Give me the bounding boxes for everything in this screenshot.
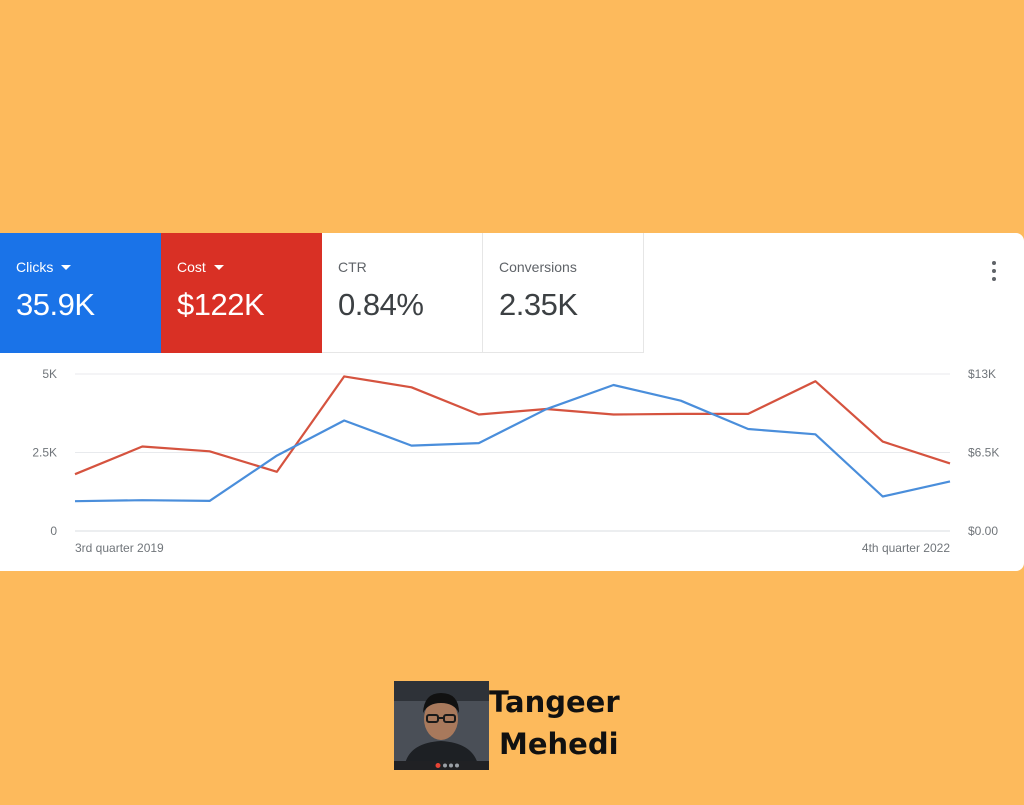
metric-tile-ctr[interactable]: CTR 0.84% [322, 233, 483, 353]
metric-label-cost: Cost [177, 259, 306, 275]
metric-tiles: Clicks 35.9K Cost $122K CTR 0.84% Conver… [0, 233, 644, 353]
series-line-cost [74, 375, 951, 476]
metric-tile-conversions[interactable]: Conversions 2.35K [483, 233, 644, 353]
series-line-clicks [74, 383, 951, 503]
metric-label-text: Clicks [16, 259, 54, 275]
y-left-tick-label: 0 [50, 524, 57, 538]
y-left-tick-label: 5K [42, 367, 57, 381]
presenter-photo [394, 681, 489, 770]
presenter-name: Tangeer Mehedi [489, 681, 629, 765]
person-icon [394, 681, 489, 770]
x-start-label: 3rd quarter 2019 [75, 541, 164, 555]
metric-label-text: Cost [177, 259, 206, 275]
presenter-last-name: Mehedi [499, 727, 619, 761]
metric-tile-clicks[interactable]: Clicks 35.9K [0, 233, 161, 353]
metric-tile-cost[interactable]: Cost $122K [161, 233, 322, 353]
x-end-label: 4th quarter 2022 [862, 541, 950, 555]
caret-down-icon[interactable] [61, 264, 72, 270]
metric-label-ctr: CTR [338, 259, 367, 275]
metric-value-cost: $122K [177, 287, 265, 322]
y-right-tick-label: $13K [968, 367, 996, 381]
y-left-tick-label: 2.5K [32, 446, 57, 460]
metric-value-ctr: 0.84% [338, 287, 424, 322]
metric-label-conversions: Conversions [499, 259, 577, 275]
performance-card: Clicks 35.9K Cost $122K CTR 0.84% Conver… [0, 233, 1024, 571]
y-right-tick-label: $0.00 [968, 524, 998, 538]
dot [992, 261, 996, 265]
y-right-tick-label: $6.5K [968, 446, 999, 460]
more-options-icon[interactable] [990, 261, 998, 281]
dot [992, 277, 996, 281]
caret-down-icon[interactable] [213, 264, 224, 270]
presenter-first-name: Tangeer [489, 685, 620, 719]
dot [992, 269, 996, 273]
metric-label-clicks: Clicks [16, 259, 145, 275]
metric-value-clicks: 35.9K [16, 287, 95, 322]
metric-value-conversions: 2.35K [499, 287, 578, 322]
line-chart: 0 $0.00 2.5K $6.5K 5K $13K 3rd quarter 2019 4th… [32, 367, 999, 555]
